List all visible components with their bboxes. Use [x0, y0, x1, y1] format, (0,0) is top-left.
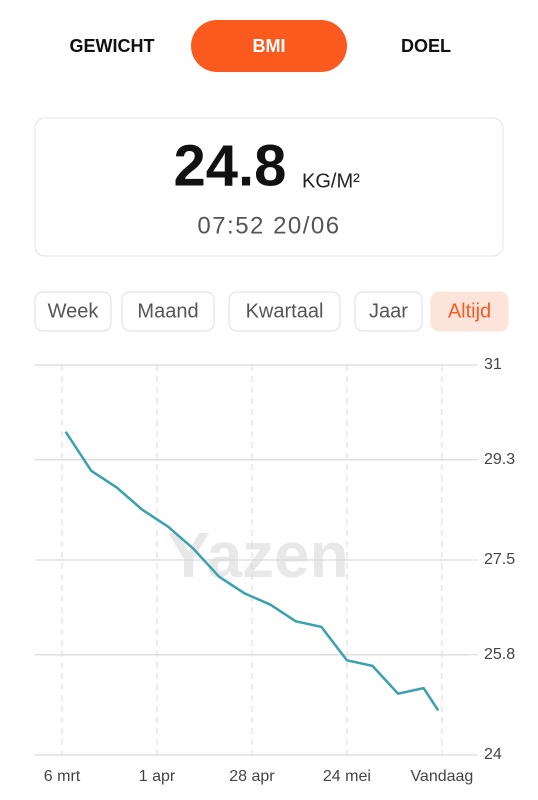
period-label[interactable]: Maand [137, 300, 198, 322]
period-button[interactable] [228, 291, 341, 332]
period-label[interactable]: Week [48, 300, 100, 322]
tab[interactable]: BMI [253, 36, 286, 56]
timestamp: 07:52 20/06 [197, 212, 340, 239]
period-button[interactable] [354, 291, 423, 332]
bmi-unit: KG/M² [302, 170, 360, 192]
data-line [64, 431, 440, 712]
y-tick-label: 29.3 [484, 451, 515, 468]
period-button[interactable] [34, 291, 112, 332]
x-tick-label: Vandaag [410, 768, 473, 785]
period-label[interactable]: Jaar [369, 300, 408, 322]
x-tick-label: 6 mrt [44, 768, 81, 785]
period-label[interactable]: Altijd [448, 300, 491, 322]
y-tick-label: 31 [484, 356, 502, 373]
x-tick-label: 1 apr [139, 768, 176, 785]
x-tick-label: 24 mei [323, 768, 371, 785]
period-button[interactable] [430, 291, 509, 332]
bmi-value: 24.8 [174, 133, 287, 198]
watermark: Yazen [167, 519, 348, 591]
reading-card [34, 117, 504, 257]
x-tick-label: 28 apr [229, 768, 275, 785]
period-label[interactable]: Kwartaal [246, 300, 324, 322]
active-tab-pill [191, 20, 347, 72]
y-tick-label: 27.5 [484, 551, 515, 568]
y-tick-label: 24 [484, 746, 502, 763]
tab[interactable]: GEWICHT [70, 36, 155, 56]
period-button[interactable] [121, 291, 215, 332]
tab[interactable]: DOEL [401, 36, 451, 56]
y-tick-label: 25.8 [484, 646, 515, 663]
